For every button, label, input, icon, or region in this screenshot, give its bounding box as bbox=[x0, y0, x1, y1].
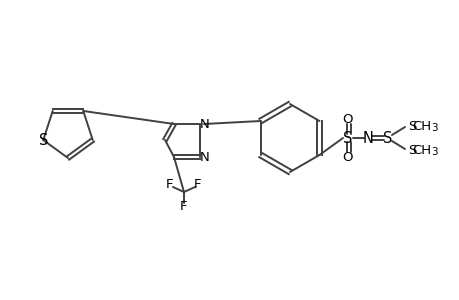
Text: O: O bbox=[342, 151, 353, 164]
Text: N: N bbox=[200, 118, 209, 130]
Text: N: N bbox=[362, 130, 373, 146]
Text: F: F bbox=[166, 178, 174, 190]
Text: S: S bbox=[382, 130, 392, 146]
Text: 3: 3 bbox=[430, 147, 437, 157]
Text: F: F bbox=[180, 200, 187, 212]
Text: F: F bbox=[194, 178, 202, 190]
Text: CH: CH bbox=[412, 143, 431, 157]
Text: N: N bbox=[200, 151, 209, 164]
Text: 3: 3 bbox=[430, 123, 437, 133]
Text: S: S bbox=[39, 133, 48, 148]
Text: S: S bbox=[407, 119, 415, 133]
Text: CH: CH bbox=[412, 119, 431, 133]
Text: S: S bbox=[342, 130, 352, 146]
Text: O: O bbox=[342, 112, 353, 125]
Text: S: S bbox=[407, 143, 415, 157]
